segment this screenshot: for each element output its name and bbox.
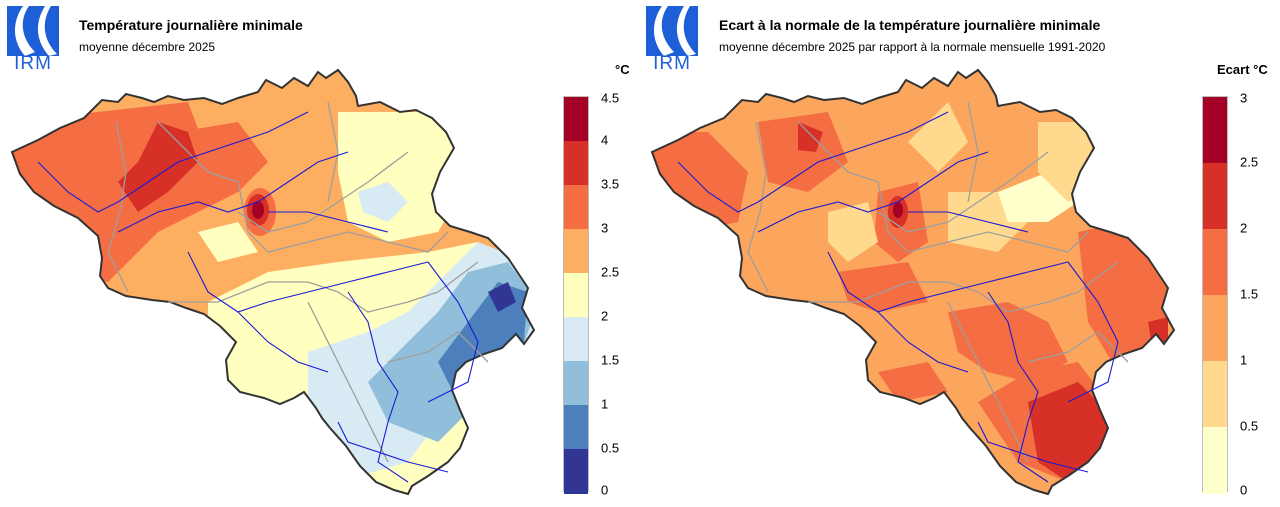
legend-tick-label: 4 <box>601 132 609 148</box>
legend-tick-label: 1 <box>1240 352 1248 368</box>
legend-tick-label: 0 <box>601 482 609 498</box>
left-legend-ticks: 4.5 4 3.5 3 2.5 2 1.5 1 0.5 0 <box>601 91 641 498</box>
left-map-subtitle: moyenne décembre 2025 <box>79 40 216 54</box>
legend-swatch <box>564 185 588 230</box>
country-border <box>650 68 1176 496</box>
left-map-title: Température journalière minimale <box>79 17 303 33</box>
irm-logo-text: IRM <box>14 53 52 74</box>
right-map-subtitle: moyenne décembre 2025 par rapport à la n… <box>719 40 1106 54</box>
legend-tick-label: 3.5 <box>601 176 620 192</box>
province-boundaries <box>107 101 489 463</box>
legend-swatch <box>1203 427 1227 494</box>
legend-tick-label: 2.5 <box>601 264 620 280</box>
right-legend-unit: Ecart °C <box>1217 62 1268 77</box>
legend-swatch <box>1203 229 1227 296</box>
right-color-legend <box>1202 96 1228 494</box>
legend-swatch <box>1203 361 1227 428</box>
rivers <box>37 111 479 483</box>
legend-tick-label: 3 <box>601 220 609 236</box>
country-border <box>10 68 536 496</box>
left-belgium-map <box>10 68 536 496</box>
left-map-panel: IRM Température journalière minimale moy… <box>7 6 641 498</box>
left-color-legend <box>563 96 589 494</box>
legend-swatch <box>1203 97 1227 164</box>
right-legend-ticks: 3 2.5 2 1.5 1 0.5 0 <box>1240 91 1280 498</box>
legend-swatch <box>564 273 588 318</box>
legend-tick-label: 1.5 <box>601 352 620 368</box>
legend-tick-label: 4.5 <box>601 90 620 106</box>
legend-tick-label: 0.5 <box>601 440 620 456</box>
legend-swatch <box>564 449 588 494</box>
legend-swatch <box>564 317 588 362</box>
irm-logo: IRM <box>7 6 59 74</box>
legend-swatch <box>1203 163 1227 230</box>
legend-swatch <box>564 229 588 274</box>
legend-swatch <box>564 405 588 450</box>
left-legend-unit: °C <box>615 62 630 77</box>
legend-swatch <box>564 361 588 406</box>
legend-tick-label: 3 <box>1240 90 1248 106</box>
rivers <box>677 111 1119 483</box>
legend-swatch <box>564 97 588 142</box>
legend-tick-label: 1.5 <box>1240 286 1259 302</box>
right-map-title: Ecart à la normale de la température jou… <box>719 17 1101 33</box>
legend-swatch <box>564 141 588 186</box>
legend-tick-label: 2 <box>601 308 609 324</box>
legend-swatch <box>1203 295 1227 362</box>
legend-tick-label: 2.5 <box>1240 154 1259 170</box>
irm-logo-text: IRM <box>653 53 691 74</box>
irm-logo-mark <box>646 6 698 56</box>
irm-logo: IRM <box>646 6 698 74</box>
legend-tick-label: 1 <box>601 396 609 412</box>
legend-tick-label: 0 <box>1240 482 1248 498</box>
right-belgium-map <box>650 68 1176 496</box>
legend-tick-label: 0.5 <box>1240 418 1259 434</box>
irm-logo-mark <box>7 6 59 56</box>
legend-tick-label: 2 <box>1240 220 1248 236</box>
right-map-panel: IRM Ecart à la normale de la température… <box>640 0 1280 507</box>
